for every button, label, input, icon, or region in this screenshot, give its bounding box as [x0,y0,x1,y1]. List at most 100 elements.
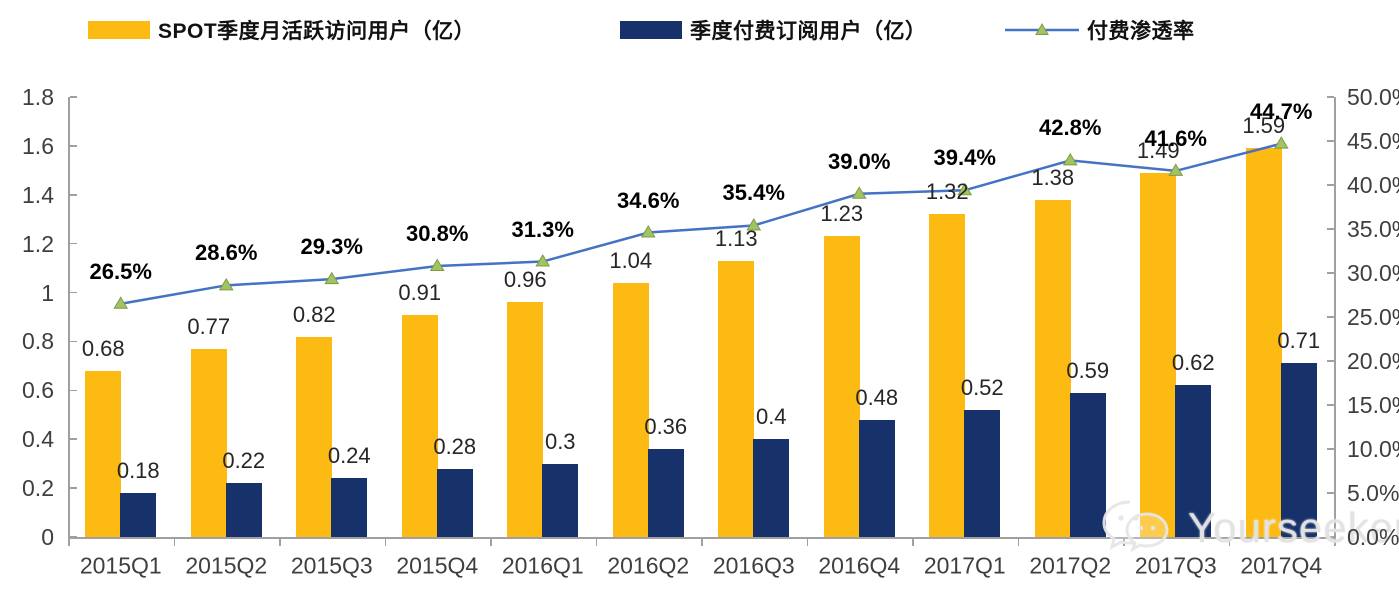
x-axis-category-label: 2017Q2 [1029,552,1112,579]
right-axis-tick [1327,96,1334,98]
right-axis-tick-label: 50.0% [1347,84,1399,110]
left-axis-tick [70,194,77,196]
right-axis-tick-label: 45.0% [1347,128,1399,154]
paid-bar-value-label: 0.22 [222,448,266,474]
left-axis-tick [70,96,77,98]
paid-bar [225,483,262,537]
paid-legend-swatch-icon [620,21,682,39]
left-axis-tick-label: 1.2 [22,230,54,257]
x-axis-category-label: 2016Q2 [607,552,690,579]
penetration-value-label: 39.0% [828,148,891,174]
mau-bar-value-label: 0.96 [503,267,547,293]
mau-legend-swatch-icon [88,21,150,39]
paid-legend-label: 季度付费订阅用户（亿） [690,20,927,43]
right-axis-tick [1327,184,1334,186]
paid-bar-value-label: 0.36 [644,414,688,439]
x-axis-category-label: 2015Q3 [290,552,373,579]
mau-bar-value-label: 1.23 [820,201,864,227]
penetration-marker-icon [851,186,867,199]
penetration-marker-icon [1062,152,1078,166]
right-axis-tick [1327,228,1334,230]
paid-bar-value-label: 0.28 [433,433,477,459]
x-axis-tick [701,539,703,546]
right-axis-tick-label: 35.0% [1347,216,1399,242]
paid-bar [647,449,684,537]
paid-bar-value-label: 0.71 [1277,328,1321,354]
left-axis-line [68,97,70,537]
x-axis-category-label: 2017Q3 [1134,552,1217,579]
mau-bar [190,348,227,537]
mau-bar-value-label: 1.38 [1031,164,1075,190]
penetration-value-label: 39.4% [933,145,996,171]
x-axis-category-label: 2016Q1 [501,552,584,579]
right-axis-tick-label: 5.0% [1347,480,1399,506]
legend-item-paid: 季度付费订阅用户（亿） [620,16,927,44]
left-axis-tick [70,536,77,538]
mau-bar-value-label: 0.68 [81,335,125,361]
mau-bar-value-label: 0.77 [187,313,231,339]
left-axis-tick-label: 0 [41,524,54,550]
penetration-value-label: 42.8% [1039,115,1102,141]
left-axis-tick [70,340,77,343]
paid-bar [436,468,473,537]
legend-item-penetration: 付费渗透率 [1005,16,1195,44]
bottom-axis-line [68,537,1336,539]
left-axis-tick [70,487,77,489]
right-axis-tick-label: 10.0% [1347,436,1399,462]
left-axis-tick-label: 1 [41,279,54,306]
x-axis-tick [912,539,914,546]
x-axis-tick [173,539,175,546]
penetration-value-label: 44.7% [1250,98,1313,124]
penetration-value-label: 29.3% [300,234,363,260]
mau-bar [507,302,544,537]
paid-bar [964,409,1001,537]
mau-bar-value-label: 0.82 [292,301,336,327]
x-axis-category-label: 2015Q4 [396,552,479,579]
x-axis-tick [279,539,281,546]
x-axis-category-label: 2016Q4 [818,552,901,579]
legend-item-mau: SPOT季度月活跃访问用户（亿） [88,16,475,44]
penetration-value-label: 28.6% [195,240,258,266]
left-axis-tick [70,438,77,440]
penetration-marker-icon [324,271,340,285]
x-axis-category-label: 2015Q1 [79,552,162,579]
x-axis-tick [384,539,386,546]
mau-bar [612,282,649,537]
wechat-icon [1102,500,1169,553]
penetration-value-label: 41.6% [1144,125,1207,151]
paid-bar [753,439,790,537]
penetration-value-label: 34.6% [617,187,680,213]
left-axis-tick-label: 1.4 [22,181,54,208]
right-axis-tick [1327,360,1334,362]
mau-bar [401,314,438,537]
penetration-marker-icon [218,277,234,291]
right-axis-tick [1327,140,1334,142]
x-axis-category-label: 2015Q2 [185,552,268,579]
left-axis-tick-label: 0.8 [22,328,54,355]
left-axis-tick [70,242,77,245]
penetration-legend-label: 付费渗透率 [1087,20,1195,43]
paid-bar-value-label: 0.52 [960,374,1004,400]
left-axis-tick-label: 0.2 [22,475,54,502]
penetration-marker-icon [640,225,656,238]
x-axis-tick [490,539,492,546]
mau-legend-label: SPOT季度月活跃访问用户（亿） [158,20,476,43]
x-axis-category-label: 2017Q1 [923,552,1006,579]
x-axis-tick [68,539,70,546]
x-axis-category-label: 2017Q4 [1240,552,1323,579]
paid-bar [858,419,895,537]
mau-bar-value-label: 1.32 [925,179,969,205]
x-axis-tick [806,539,808,546]
mau-bar-value-label: 1.04 [609,247,653,273]
watermark: Yourseeker [1098,496,1399,560]
penetration-line [120,142,1282,306]
paid-bar-value-label: 0.3 [544,428,576,454]
penetration-value-label: 30.8% [406,220,469,246]
penetration-marker-icon [429,258,445,271]
left-axis-tick-label: 1.6 [22,132,54,159]
watermark-text: Yourseeker [1188,504,1399,551]
x-axis-tick [1017,539,1019,546]
mau-bar [85,370,122,537]
penetration-legend-marker-icon [1005,20,1079,40]
